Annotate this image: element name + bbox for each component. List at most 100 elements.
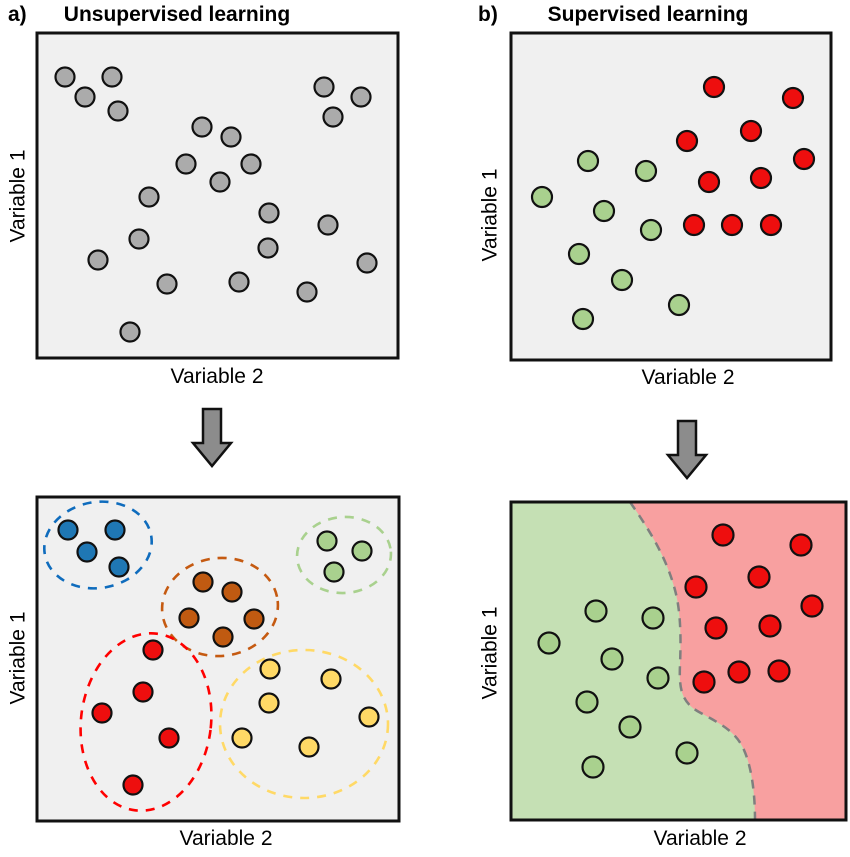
unlabeled-gray-dot <box>257 237 279 259</box>
classified-red-dot <box>704 616 728 640</box>
yellow-cluster-dot <box>320 668 342 690</box>
unlabeled-gray-dot <box>322 106 344 128</box>
green-cluster-dot <box>351 540 373 562</box>
classified-green-dot <box>646 666 670 690</box>
blue-cluster-dot <box>108 556 130 578</box>
brown-cluster-dot <box>192 571 214 593</box>
labeled-red-dot <box>749 166 773 190</box>
unlabeled-gray-dot <box>191 116 213 138</box>
red-cluster-dot <box>158 727 180 749</box>
yellow-cluster-dot <box>258 692 280 714</box>
panel-a-tag: a) <box>8 3 27 26</box>
panel-b-ylabel: Variable 1 <box>478 168 502 262</box>
yellow-cluster-dot <box>358 706 380 728</box>
panel-c-frame <box>35 495 401 823</box>
labeled-green-dot <box>576 149 600 173</box>
green-cluster-dot <box>316 530 338 552</box>
classified-green-dot <box>641 606 665 630</box>
labeled-green-dot <box>592 199 616 223</box>
red-cluster-ellipse <box>79 632 213 812</box>
classified-green-dot <box>618 715 642 739</box>
panel-d-xlabel: Variable 2 <box>653 827 747 850</box>
panel-a-plot <box>35 31 400 360</box>
classified-red-dot <box>727 660 751 684</box>
classified-green-dot <box>584 599 608 623</box>
panel-b-tag: b) <box>478 3 498 26</box>
decision-region-green <box>511 502 755 820</box>
labeled-green-dot <box>610 268 634 292</box>
unlabeled-gray-dot <box>54 66 76 88</box>
classified-green-dot <box>537 631 561 655</box>
unlabeled-gray-dot <box>313 76 335 98</box>
decision-boundary <box>628 502 757 820</box>
labeled-green-dot <box>667 293 691 317</box>
unlabeled-gray-dot <box>175 153 197 175</box>
panel-d-frame <box>509 500 848 822</box>
unlabeled-gray-dot <box>74 86 96 108</box>
yellow-cluster-dot <box>259 658 281 680</box>
classified-red-dot <box>684 575 708 599</box>
labeled-red-dot <box>781 86 805 110</box>
classified-red-dot <box>692 670 716 694</box>
unlabeled-gray-dot <box>107 100 129 122</box>
yellow-cluster-dot <box>298 736 320 758</box>
green-cluster-dot <box>323 561 345 583</box>
classified-green-dot <box>581 755 605 779</box>
unlabeled-gray-dot <box>350 86 372 108</box>
labeled-red-dot <box>697 170 721 194</box>
labeled-red-dot <box>739 119 763 143</box>
brown-cluster-dot <box>243 608 265 630</box>
labeled-red-dot <box>702 75 726 99</box>
unlabeled-gray-dot <box>228 271 250 293</box>
panel-c-ylabel: Variable 1 <box>6 611 30 705</box>
yellow-cluster-ellipse <box>218 648 390 800</box>
labeled-red-dot <box>792 147 816 171</box>
unlabeled-gray-dot <box>220 126 242 148</box>
labeled-red-dot <box>759 213 783 237</box>
unlabeled-gray-dot <box>258 202 280 224</box>
panel-c-xlabel: Variable 2 <box>179 827 273 850</box>
unlabeled-gray-dot <box>101 66 123 88</box>
classified-green-dot <box>600 647 624 671</box>
panel-d-ylabel: Variable 1 <box>478 606 502 700</box>
classified-red-dot <box>711 523 735 547</box>
yellow-cluster-dot <box>231 727 253 749</box>
unlabeled-gray-dot <box>317 214 339 236</box>
panel-c-plot <box>35 495 401 823</box>
brown-cluster-dot <box>212 626 234 648</box>
labeled-green-dot <box>634 159 658 183</box>
unlabeled-gray-dot <box>156 273 178 295</box>
panel-a-xlabel: Variable 2 <box>170 365 264 388</box>
panel-a-background <box>37 33 398 358</box>
unlabeled-gray-dot <box>119 321 141 343</box>
classified-red-dot <box>767 659 791 683</box>
brown-cluster-dot <box>221 581 243 603</box>
labeled-green-dot <box>567 242 591 266</box>
labeled-red-dot <box>675 129 699 153</box>
unlabeled-gray-dot <box>138 186 160 208</box>
classified-red-dot <box>800 594 824 618</box>
down-arrow-icon <box>665 419 709 480</box>
unlabeled-gray-dot <box>87 249 109 271</box>
labeled-red-dot <box>682 213 706 237</box>
panel-d-plot <box>509 500 848 822</box>
unlabeled-gray-dot <box>240 153 262 175</box>
unlabeled-gray-dot <box>209 171 231 193</box>
classified-red-dot <box>789 533 813 557</box>
brown-cluster-dot <box>178 607 200 629</box>
brown-cluster-ellipse <box>160 556 280 658</box>
classified-red-dot <box>758 614 782 638</box>
red-cluster-dot <box>91 702 113 724</box>
red-cluster-dot <box>122 774 144 796</box>
panel-a-frame <box>35 31 400 360</box>
classified-green-dot <box>675 741 699 765</box>
blue-cluster-dot <box>57 519 79 541</box>
red-cluster-dot <box>132 681 154 703</box>
unlabeled-gray-dot <box>356 252 378 274</box>
panel-b-plot <box>509 31 833 362</box>
classified-green-dot <box>575 690 599 714</box>
unlabeled-gray-dot <box>128 228 150 250</box>
classified-red-dot <box>747 565 771 589</box>
